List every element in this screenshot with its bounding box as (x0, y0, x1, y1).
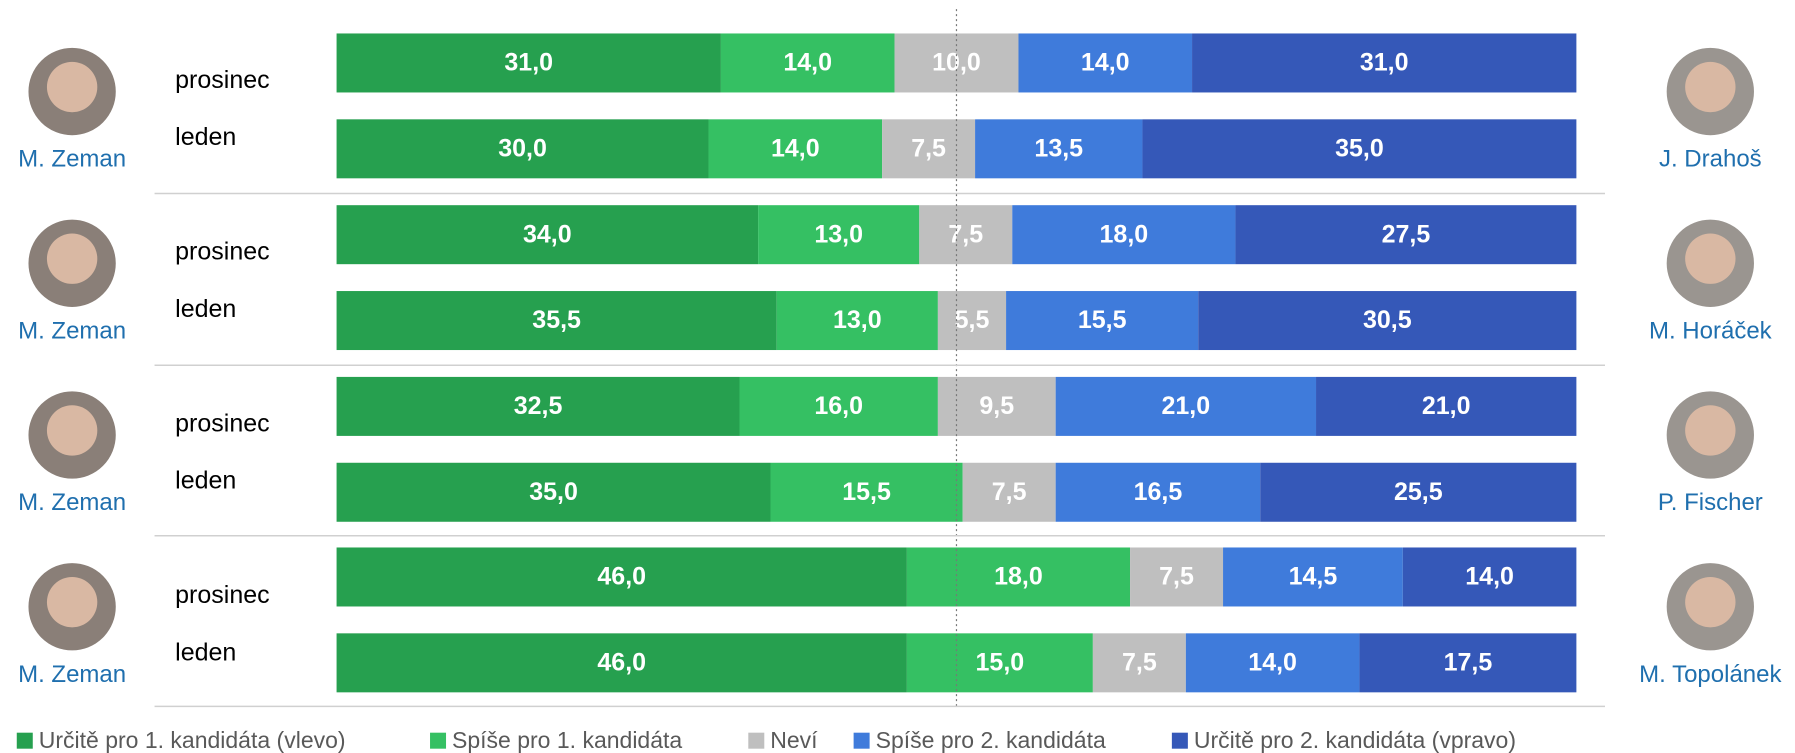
legend-swatch (430, 733, 446, 749)
legend-label: Spíše pro 2. kandidáta (876, 727, 1106, 753)
value-label: 15,5 (1078, 306, 1127, 334)
value-label: 18,0 (994, 563, 1043, 591)
legend-label: Neví (770, 727, 818, 753)
value-label: 14,0 (1248, 648, 1297, 676)
value-label: 30,0 (498, 134, 547, 162)
value-label: 25,5 (1394, 478, 1443, 506)
photo-face (47, 405, 97, 455)
candidate-name: P. Fischer (1658, 489, 1763, 516)
value-label: 35,0 (1335, 134, 1384, 162)
value-label: 21,0 (1422, 392, 1471, 420)
value-label: 9,5 (979, 392, 1014, 420)
row-label: leden (175, 467, 236, 495)
value-label: 30,5 (1363, 306, 1412, 334)
candidate-name: J. Drahoš (1659, 146, 1762, 173)
value-label: 15,5 (842, 478, 891, 506)
candidate-name: M. Zeman (18, 146, 126, 173)
value-label: 46,0 (597, 563, 646, 591)
row-label: leden (175, 295, 236, 323)
photo-face (1685, 405, 1735, 455)
legend-label: Určitě pro 2. kandidáta (vpravo) (1194, 727, 1516, 753)
value-label: 34,0 (523, 220, 572, 248)
legend-label: Spíše pro 1. kandidáta (452, 727, 682, 753)
value-label: 16,0 (814, 392, 863, 420)
legend-swatch (854, 733, 870, 749)
value-label: 17,5 (1444, 648, 1493, 676)
value-label: 7,5 (911, 134, 946, 162)
row-label: prosinec (175, 409, 270, 437)
photo-face (1685, 234, 1735, 284)
value-label: 13,0 (833, 306, 882, 334)
candidate-name: M. Zeman (18, 489, 126, 516)
value-label: 27,5 (1382, 220, 1431, 248)
photo-face (47, 234, 97, 284)
legend-swatch (17, 733, 33, 749)
photo-face (1685, 577, 1735, 627)
value-label: 21,0 (1162, 392, 1211, 420)
value-label: 18,0 (1100, 220, 1149, 248)
value-label: 32,5 (514, 392, 563, 420)
legend-swatch (748, 733, 764, 749)
candidate-name: M. Zeman (18, 661, 126, 688)
value-label: 31,0 (504, 49, 553, 77)
row-label: leden (175, 638, 236, 666)
value-label: 13,5 (1034, 134, 1083, 162)
value-label: 7,5 (948, 220, 983, 248)
value-label: 35,5 (532, 306, 581, 334)
candidate-name: M. Topolánek (1639, 661, 1782, 688)
value-label: 7,5 (1159, 563, 1194, 591)
row-label: prosinec (175, 66, 270, 94)
row-label: prosinec (175, 581, 270, 609)
value-label: 10,0 (932, 49, 981, 77)
candidate-name: M. Horáček (1649, 317, 1773, 344)
value-label: 15,0 (976, 648, 1025, 676)
value-label: 16,5 (1134, 478, 1183, 506)
value-label: 31,0 (1360, 49, 1409, 77)
candidate-name: M. Zeman (18, 317, 126, 344)
value-label: 14,5 (1289, 563, 1338, 591)
legend-label: Určitě pro 1. kandidáta (vlevo) (39, 727, 346, 753)
photo-face (1685, 62, 1735, 112)
value-label: 14,0 (771, 134, 820, 162)
value-label: 14,0 (783, 49, 832, 77)
photo-face (47, 577, 97, 627)
value-label: 7,5 (1122, 648, 1157, 676)
row-label: prosinec (175, 238, 270, 266)
row-label: leden (175, 123, 236, 151)
photo-face (47, 62, 97, 112)
value-label: 46,0 (597, 648, 646, 676)
value-label: 5,5 (955, 306, 990, 334)
value-label: 14,0 (1465, 563, 1514, 591)
value-label: 13,0 (814, 220, 863, 248)
value-label: 14,0 (1081, 49, 1130, 77)
chart: 31,0 14,0 10,0 14,0 31,0 prosinec 30,0 14,0 7,5 1… (0, 0, 1795, 753)
legend-swatch (1172, 733, 1188, 749)
value-label: 7,5 (992, 478, 1027, 506)
value-label: 35,0 (529, 478, 578, 506)
